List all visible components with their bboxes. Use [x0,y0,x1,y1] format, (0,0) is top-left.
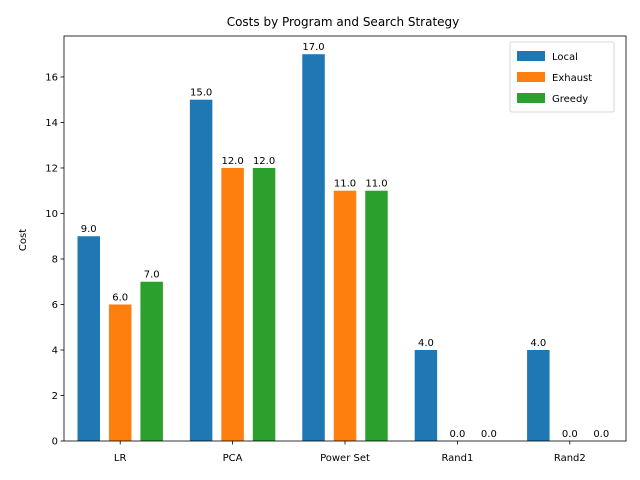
bar-exhaust-power-set [333,190,357,441]
bar-greedy-pca [252,167,276,441]
bar-greedy-power-set [365,190,388,441]
legend-swatch-exhaust [517,72,545,82]
data-label: 0.0 [449,429,465,440]
plot-area: 0 2 4 6 8 10 12 14 16 9.0 6.0 7.0 LR 15.0 12.0 12.0 PCA 1… [45,35,627,464]
data-label: 0.0 [562,429,578,440]
y-tick-label: 16 [45,72,58,83]
legend-swatch-local [517,51,545,61]
x-tick-label: Power Set [320,453,370,464]
legend-label-greedy: Greedy [552,94,588,105]
bar-local-power-set [302,54,325,442]
y-tick-label: 6 [52,300,58,311]
data-label: 15.0 [190,88,212,99]
data-label: 9.0 [81,224,97,235]
legend: Local Exhaust Greedy [509,41,615,113]
bar-local-lr [77,236,100,441]
data-label: 0.0 [593,429,609,440]
y-tick-label: 2 [52,391,58,402]
data-label: 0.0 [481,429,497,440]
axes-frame [63,35,627,442]
y-tick-label: 4 [52,345,58,356]
y-tick-label: 12 [45,163,58,174]
bar-local-pca [189,99,213,442]
bar-exhaust-lr [108,304,132,441]
legend-label-local: Local [552,52,578,63]
data-label: 17.0 [302,42,324,53]
data-label: 12.0 [253,156,275,167]
x-tick-label: Rand2 [554,453,586,464]
chart-title: Costs by Program and Search Strategy [227,15,460,29]
bar-exhaust-pca [221,167,244,441]
legend-label-exhaust: Exhaust [552,73,592,84]
x-tick-label: PCA [223,453,243,464]
data-label: 12.0 [221,156,243,167]
x-tick-label: LR [114,453,127,464]
bar-greedy-lr [140,281,163,441]
legend-swatch-greedy [517,93,545,103]
data-label: 4.0 [530,338,546,349]
y-tick-label: 8 [52,254,58,265]
y-tick-label: 0 [52,437,58,448]
y-axis-title: Cost [18,229,29,251]
data-label: 7.0 [144,270,160,281]
x-tick-label: Rand1 [441,453,473,464]
y-tick-label: 10 [45,209,58,220]
y-tick-label: 14 [45,118,58,129]
bar-local-rand2 [527,349,550,441]
data-label: 11.0 [334,179,356,190]
data-label: 11.0 [365,179,387,190]
bar-local-rand1 [414,349,438,441]
data-label: 6.0 [112,292,128,303]
data-label: 4.0 [418,338,434,349]
